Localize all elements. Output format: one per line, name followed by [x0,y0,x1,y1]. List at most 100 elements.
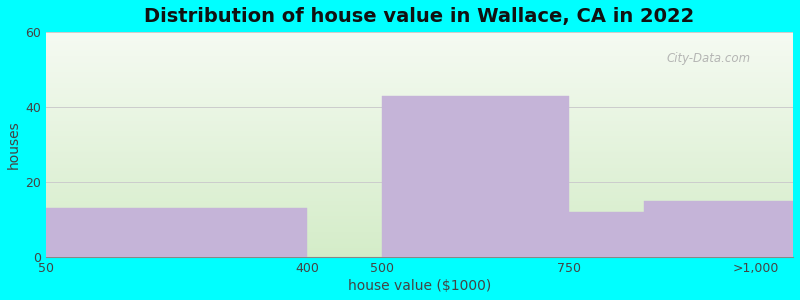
Bar [46,242,793,244]
Bar [46,246,793,247]
Bar [46,175,793,176]
Bar [46,78,793,79]
Bar [46,248,793,249]
Bar [46,172,793,174]
Bar [46,193,793,194]
Bar [46,83,793,85]
Bar [46,212,793,213]
Bar [46,115,793,116]
Bar [46,132,793,133]
Bar [46,36,793,37]
Bar [46,74,793,76]
Bar [46,158,793,159]
Bar [46,108,793,110]
Bar [46,34,793,35]
Bar [46,224,793,226]
Bar [46,44,793,45]
Bar [46,251,793,253]
Bar [46,169,793,170]
Bar [569,212,644,257]
Bar [46,162,793,164]
Bar [46,238,793,239]
Bar [46,42,793,43]
Bar [46,131,793,132]
Bar [46,61,793,62]
Bar [46,106,793,107]
Bar [46,95,793,96]
Bar [46,52,793,53]
Bar [46,204,793,205]
Bar [46,41,793,42]
Bar [46,226,793,228]
Bar [46,35,793,36]
Bar [46,134,793,135]
Bar [46,72,793,74]
Bar [46,179,793,180]
Bar [46,65,793,67]
Bar [46,196,793,197]
Bar [46,211,793,212]
Bar [46,195,793,196]
Bar [46,143,793,144]
Bar [46,101,793,103]
Bar [46,59,793,60]
Bar [46,177,793,178]
Bar [46,186,793,187]
Bar [46,215,793,217]
Bar [46,116,793,117]
Bar [46,249,793,250]
Bar [46,80,793,81]
Bar [46,231,793,232]
Bar [46,170,793,171]
Bar [46,33,793,34]
Bar [46,140,793,141]
Bar [46,150,793,151]
Bar [46,192,793,193]
Bar [46,124,793,125]
Bar [46,89,793,90]
Bar [46,46,793,47]
Bar [46,178,793,179]
Bar [46,114,793,115]
Bar [46,184,793,185]
Bar [46,43,793,44]
Bar [46,154,793,156]
Bar [46,110,793,112]
Bar [46,125,793,126]
Bar [46,206,793,207]
Bar [46,250,793,251]
Bar [46,152,793,153]
Bar [46,232,793,233]
Bar [46,144,793,145]
Bar [46,62,793,63]
Bar [46,142,793,143]
Bar [46,67,793,68]
Bar [46,205,793,206]
Bar [46,149,793,150]
Bar [46,214,793,215]
Bar [46,188,793,189]
Bar [46,153,793,154]
Bar [46,221,793,222]
Bar [46,189,793,190]
Bar [46,113,793,114]
Bar [46,86,793,87]
Bar [46,159,793,160]
Bar [46,32,793,33]
Bar [382,95,569,257]
Bar [46,133,793,134]
Bar [46,92,793,94]
Bar [46,139,793,140]
Bar [46,156,793,157]
Bar [46,51,793,52]
Bar [46,63,793,64]
Bar [46,76,793,77]
Bar [46,120,793,121]
Bar [46,105,793,106]
Bar [46,180,793,181]
Bar [46,60,793,61]
Bar [46,160,793,161]
Bar [46,58,793,59]
Bar [46,185,793,186]
Bar [46,77,793,78]
